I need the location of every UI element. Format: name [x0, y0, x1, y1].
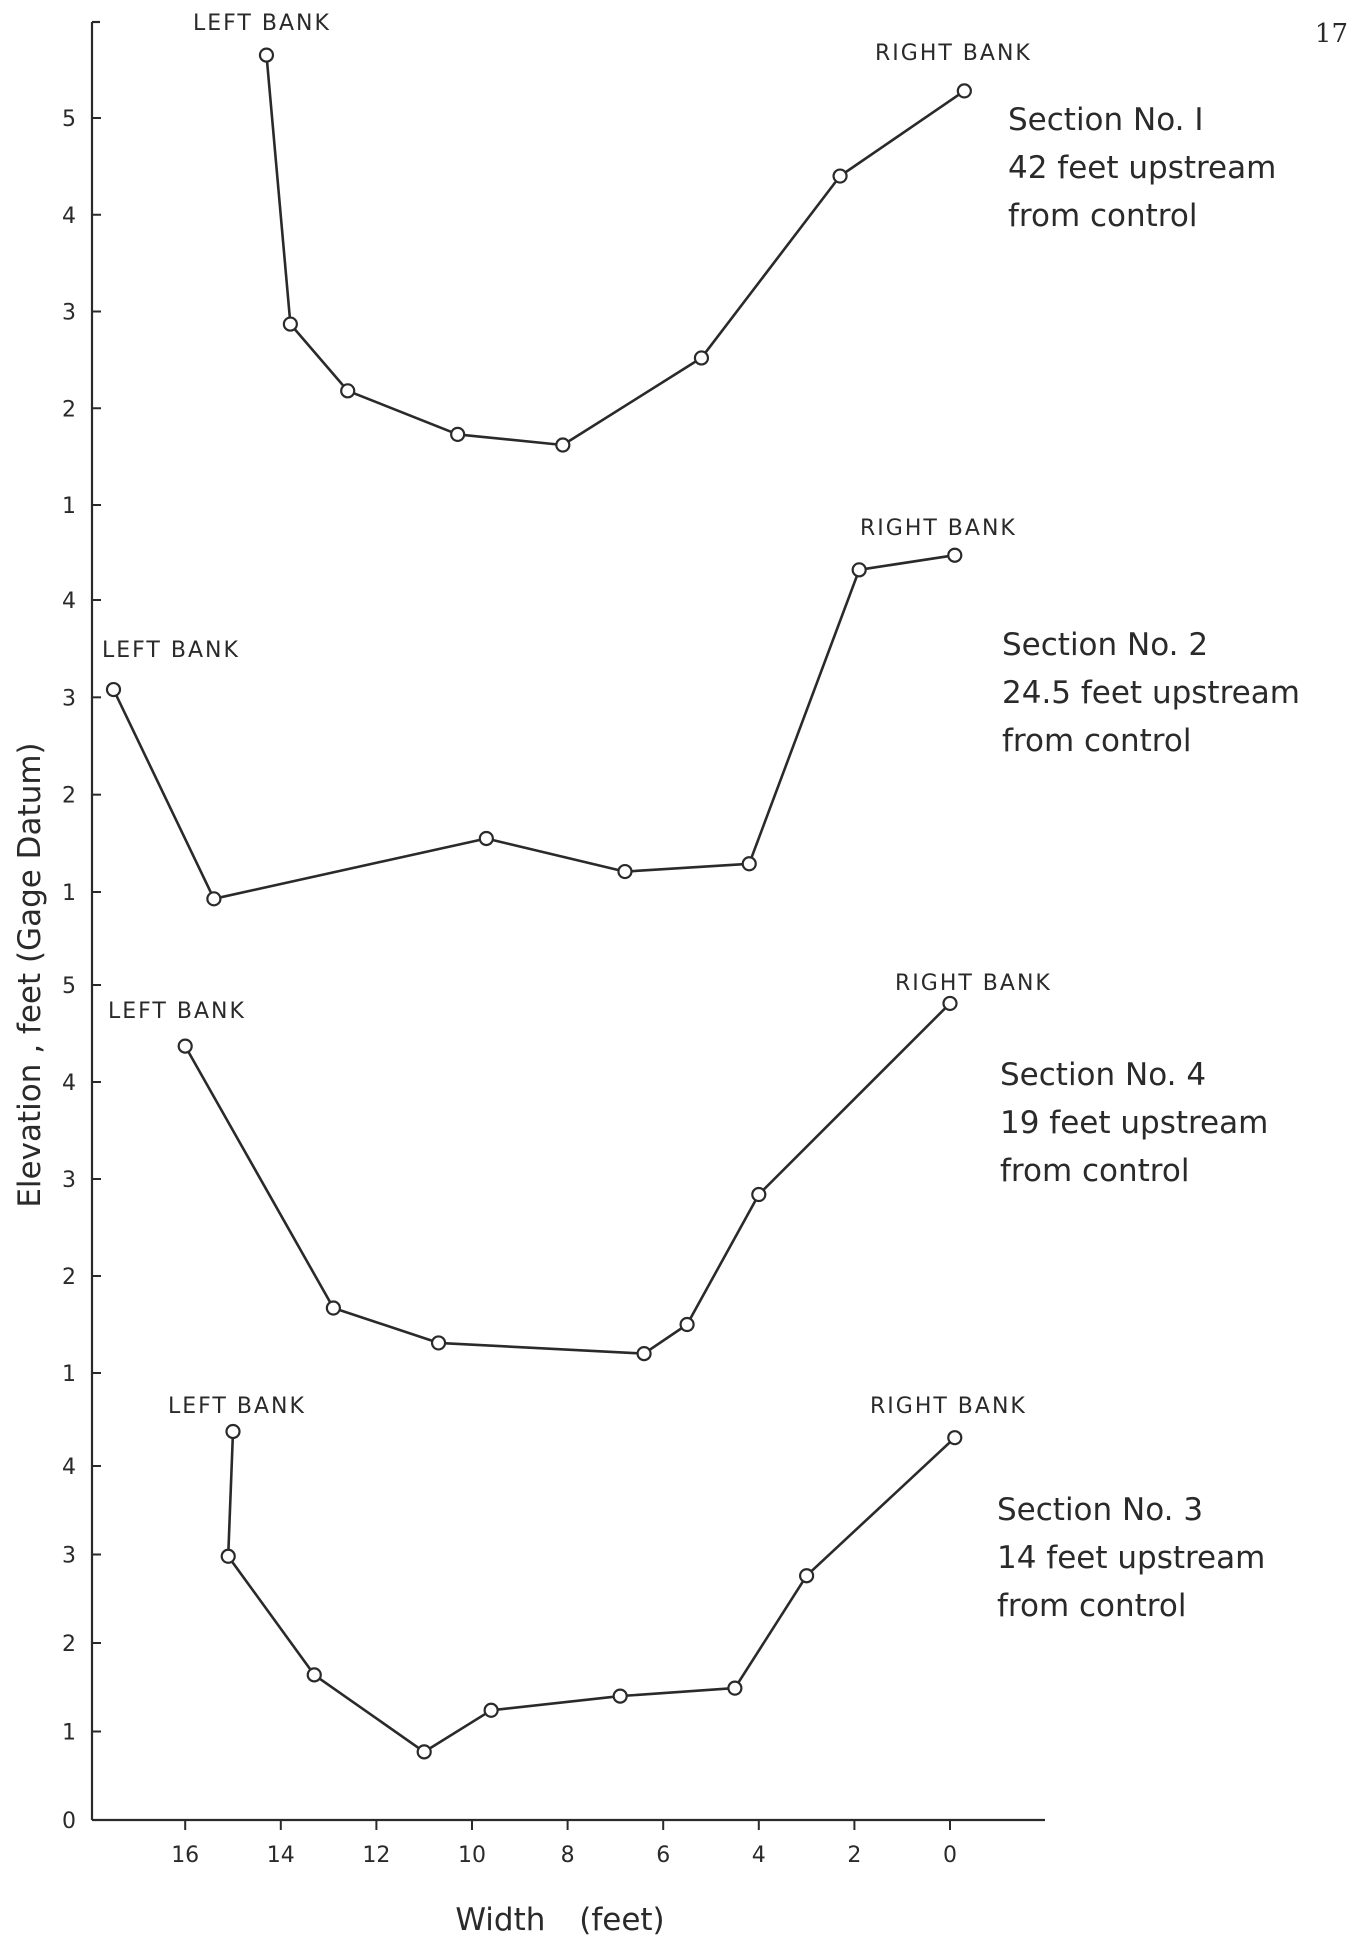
- data-point: [450, 426, 466, 442]
- section-profile-line: [112, 553, 955, 901]
- x-tick-label: 6: [656, 1843, 670, 1868]
- section-profile-line: [184, 1002, 951, 1355]
- section-profile-line: [226, 1431, 956, 1754]
- right-bank-label: RIGHT BANK: [870, 1394, 1027, 1419]
- data-point: [340, 383, 356, 399]
- data-point: [741, 856, 757, 872]
- data-point: [751, 1186, 767, 1203]
- data-point: [177, 1038, 193, 1054]
- x-axis: 16 14 12 10 8 6 4 2 0: [92, 1818, 1045, 1868]
- section-label: 19 feet upstream: [1000, 1105, 1268, 1141]
- y-tick-label: 3: [62, 1544, 76, 1569]
- x-tick-label: 14: [267, 1843, 295, 1868]
- data-point: [956, 83, 972, 99]
- y-tick-label: 1: [62, 494, 76, 519]
- section-label: Section No. 3: [997, 1492, 1203, 1528]
- data-point: [636, 1345, 652, 1362]
- section-label: 14 feet upstream: [997, 1540, 1265, 1576]
- y-tick-label: 1: [62, 1362, 76, 1387]
- data-point: [225, 1423, 241, 1440]
- data-point: [220, 1548, 236, 1564]
- data-point: [942, 995, 958, 1012]
- x-tick-label: 8: [561, 1843, 575, 1868]
- section-label: 24.5 feet upstream: [1002, 675, 1300, 711]
- section-panel: LEFT BANK RIGHT BANK Section No. 3 14 feet …: [168, 1394, 1265, 1760]
- plot-area: LEFT BANK RIGHT BANK Section No. I 42 feet …: [102, 11, 1300, 1760]
- y-tick-label: 5: [62, 974, 76, 999]
- data-point: [612, 1688, 628, 1704]
- right-bank-label: RIGHT BANK: [895, 971, 1052, 996]
- right-bank-label: RIGHT BANK: [860, 516, 1017, 541]
- data-point: [555, 437, 571, 453]
- y-tick-label: 3: [62, 301, 76, 326]
- page-number: 17: [1315, 19, 1348, 49]
- y-tick-label: 3: [62, 686, 76, 711]
- section-label: Section No. I: [1008, 102, 1204, 138]
- left-bank-label: LEFT BANK: [168, 1394, 306, 1419]
- x-tick-label: 12: [362, 1843, 390, 1868]
- section-label: from control: [1002, 723, 1191, 759]
- y-tick-label: 5: [62, 107, 76, 132]
- data-point: [947, 1430, 963, 1446]
- y-tick-label: 2: [62, 397, 76, 422]
- data-point: [416, 1744, 432, 1760]
- y-tick-label: 0: [62, 1809, 76, 1834]
- data-point: [325, 1300, 341, 1316]
- x-axis-title: Width (feet): [455, 1902, 664, 1938]
- y-tick-label: 3: [62, 1168, 76, 1193]
- y-axis-title: Elevation , feet (Gage Datum): [12, 742, 48, 1207]
- data-point: [306, 1667, 322, 1683]
- y-tick-label: 2: [62, 1265, 76, 1290]
- right-bank-label: RIGHT BANK: [875, 41, 1032, 66]
- data-point: [258, 47, 275, 63]
- data-point: [282, 316, 298, 332]
- data-point: [617, 863, 633, 880]
- section-label: from control: [1000, 1153, 1189, 1189]
- left-bank-label: LEFT BANK: [193, 11, 331, 36]
- data-point: [947, 547, 963, 563]
- section-panel: LEFT BANK RIGHT BANK Section No. I 42 feet …: [193, 11, 1276, 453]
- y-tick-label: 4: [62, 1071, 76, 1096]
- y-tick-label: 4: [62, 589, 76, 614]
- data-point: [679, 1316, 695, 1333]
- x-tick-label: 10: [458, 1843, 486, 1868]
- data-point: [851, 562, 867, 578]
- section-label: from control: [997, 1588, 1186, 1624]
- data-point: [693, 350, 710, 366]
- y-axis: 1 2 3 4 5 1 2 3 4 1 2 3 4 5 0 1 2 3 4: [62, 20, 101, 1834]
- y-tick-label: 2: [62, 784, 76, 809]
- section-label: 42 feet upstream: [1008, 150, 1276, 186]
- data-point: [206, 891, 222, 907]
- y-tick-label: 4: [62, 204, 76, 229]
- section-label: from control: [1008, 198, 1197, 234]
- y-tick-label: 1: [62, 881, 76, 906]
- data-point: [727, 1680, 743, 1696]
- section-label: Section No. 2: [1002, 627, 1208, 663]
- y-tick-label: 4: [62, 1455, 76, 1480]
- data-point: [483, 1702, 499, 1718]
- left-bank-label: LEFT BANK: [102, 638, 240, 663]
- data-point: [832, 168, 848, 184]
- x-tick-label: 2: [847, 1843, 861, 1868]
- y-tick-label: 2: [62, 1632, 76, 1657]
- x-tick-label: 4: [752, 1843, 766, 1868]
- data-point: [430, 1335, 447, 1351]
- x-tick-label: 16: [171, 1843, 199, 1868]
- section-panel: LEFT BANK RIGHT BANK Section No. 4 19 feet …: [108, 971, 1268, 1362]
- y-tick-label: 1: [62, 1721, 76, 1746]
- data-point: [478, 830, 494, 847]
- data-point: [105, 681, 122, 698]
- section-label: Section No. 4: [1000, 1057, 1206, 1093]
- left-bank-label: LEFT BANK: [108, 999, 246, 1024]
- x-tick-label: 0: [943, 1843, 957, 1868]
- section-panel: LEFT BANK RIGHT BANK Section No. 2 24.5 fee…: [102, 516, 1300, 907]
- section-profile-line: [265, 54, 966, 447]
- data-point: [798, 1568, 815, 1584]
